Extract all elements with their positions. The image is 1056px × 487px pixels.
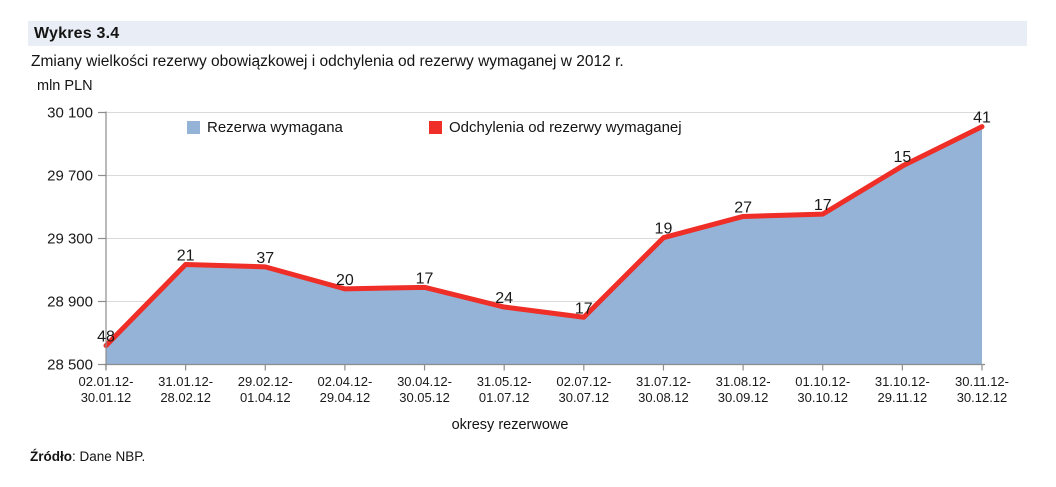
data-label-odchylenie: 17 — [416, 270, 434, 287]
y-tick-label: 28 500 — [47, 357, 93, 374]
data-label-odchylenie: 15 — [893, 149, 911, 166]
data-label-odchylenie: 17 — [814, 197, 832, 214]
x-tick-label: 29.02.12-01.04.12 — [238, 374, 293, 405]
x-tick-label: 31.05.12-01.07.12 — [477, 374, 532, 405]
figure-header: Wykres 3.4 — [28, 21, 1027, 46]
x-axis-title: okresy rezerwowe — [451, 417, 569, 433]
legend-swatch-rezerwa-wymagana — [187, 120, 200, 134]
data-label-odchylenie: 27 — [734, 199, 752, 216]
x-tick-label: 31.07.12-30.08.12 — [636, 374, 691, 405]
data-label-odchylenie: 20 — [336, 272, 354, 289]
x-tick-label: 02.04.12-29.04.12 — [317, 374, 372, 405]
area-rezerwa-wymagana — [106, 126, 982, 365]
data-label-odchylenie: 48 — [97, 329, 115, 346]
legend-label-odchylenia: Odchylenia od rezerwy wymaganej — [449, 118, 682, 136]
legend-item-rezerwa-wymagana: Rezerwa wymagana — [187, 118, 343, 136]
y-axis-unit-label: mln PLN — [37, 78, 93, 94]
x-tick-label: 02.07.12-30.07.12 — [556, 374, 611, 405]
data-label-odchylenie: 21 — [177, 247, 195, 264]
y-tick-label: 29 300 — [47, 231, 93, 248]
x-tick-label: 31.10.12-29.11.12 — [875, 374, 930, 405]
data-label-odchylenie: 19 — [655, 221, 673, 238]
source-text: : Dane NBP. — [72, 449, 146, 464]
x-tick-label: 31.01.12-28.02.12 — [158, 374, 213, 405]
line-odchylenia — [103, 124, 985, 349]
figure-number: Wykres 3.4 — [34, 24, 120, 42]
data-label-odchylenie: 41 — [973, 110, 991, 127]
y-tick-label: 29 700 — [47, 168, 93, 185]
y-tick-label: 28 900 — [47, 294, 93, 311]
source-note: Źródło: Dane NBP. — [30, 449, 145, 464]
legend-swatch-odchylenia — [429, 120, 442, 134]
x-tick-label: 02.01.12-30.01.12 — [79, 374, 134, 405]
legend-item-odchylenia: Odchylenia od rezerwy wymaganej — [429, 118, 682, 136]
x-tick-label: 01.10.12-30.10.12 — [795, 374, 850, 405]
x-tick-label: 30.11.12-30.12.12 — [955, 374, 1009, 405]
figure-title: Zmiany wielkości rezerwy obowiązkowej i … — [31, 53, 624, 70]
x-tick-label: 30.04.12-30.05.12 — [397, 374, 452, 405]
legend-label-rezerwa-wymagana: Rezerwa wymagana — [207, 118, 343, 136]
y-tick-label: 30 100 — [47, 105, 93, 122]
source-prefix: Źródło — [30, 449, 72, 464]
data-label-odchylenie: 17 — [575, 300, 593, 317]
data-label-odchylenie: 37 — [256, 250, 274, 267]
data-label-odchylenie: 24 — [495, 290, 513, 307]
x-tick-label: 31.08.12-30.09.12 — [716, 374, 771, 405]
